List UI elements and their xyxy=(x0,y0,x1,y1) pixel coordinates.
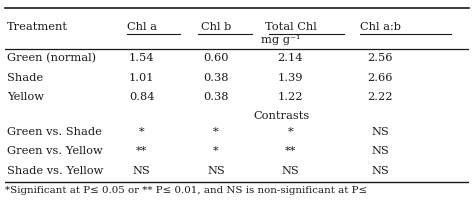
Text: Treatment: Treatment xyxy=(7,22,68,32)
Text: *: * xyxy=(139,127,145,137)
Text: Total Chl: Total Chl xyxy=(264,22,316,32)
Text: *: * xyxy=(288,127,293,137)
Text: NS: NS xyxy=(371,127,389,137)
Text: **: ** xyxy=(285,146,296,156)
Text: *Significant at P≤ 0.05 or ** P≤ 0.01, and NS is non-significant at P≤: *Significant at P≤ 0.05 or ** P≤ 0.01, a… xyxy=(5,186,367,195)
Text: 1.39: 1.39 xyxy=(278,72,303,83)
Text: 1.01: 1.01 xyxy=(129,72,155,83)
Text: 0.38: 0.38 xyxy=(203,92,229,102)
Text: 0.38: 0.38 xyxy=(203,72,229,83)
Text: 2.56: 2.56 xyxy=(367,53,393,63)
Text: Chl a: Chl a xyxy=(127,22,157,32)
Text: Green (normal): Green (normal) xyxy=(7,53,96,64)
Text: 0.60: 0.60 xyxy=(203,53,229,63)
Text: 1.54: 1.54 xyxy=(129,53,155,63)
Text: Green vs. Yellow: Green vs. Yellow xyxy=(7,146,103,156)
Text: NS: NS xyxy=(371,166,389,175)
Text: Green vs. Shade: Green vs. Shade xyxy=(7,127,102,137)
Text: 2.14: 2.14 xyxy=(278,53,303,63)
Text: Contrasts: Contrasts xyxy=(253,111,309,121)
Text: NS: NS xyxy=(282,166,299,175)
Text: Shade: Shade xyxy=(7,72,43,83)
Text: Chl b: Chl b xyxy=(201,22,231,32)
Text: Chl a:b: Chl a:b xyxy=(360,22,401,32)
Text: *: * xyxy=(213,146,219,156)
Text: **: ** xyxy=(136,146,147,156)
Text: 2.22: 2.22 xyxy=(367,92,393,102)
Text: NS: NS xyxy=(133,166,151,175)
Text: Yellow: Yellow xyxy=(7,92,44,102)
Text: NS: NS xyxy=(207,166,225,175)
Text: 2.66: 2.66 xyxy=(367,72,393,83)
Text: NS: NS xyxy=(371,146,389,156)
Text: 0.84: 0.84 xyxy=(129,92,155,102)
Text: *: * xyxy=(213,127,219,137)
Text: 1.22: 1.22 xyxy=(278,92,303,102)
Text: Shade vs. Yellow: Shade vs. Yellow xyxy=(7,166,103,175)
Text: mg g⁻¹: mg g⁻¹ xyxy=(261,35,301,45)
